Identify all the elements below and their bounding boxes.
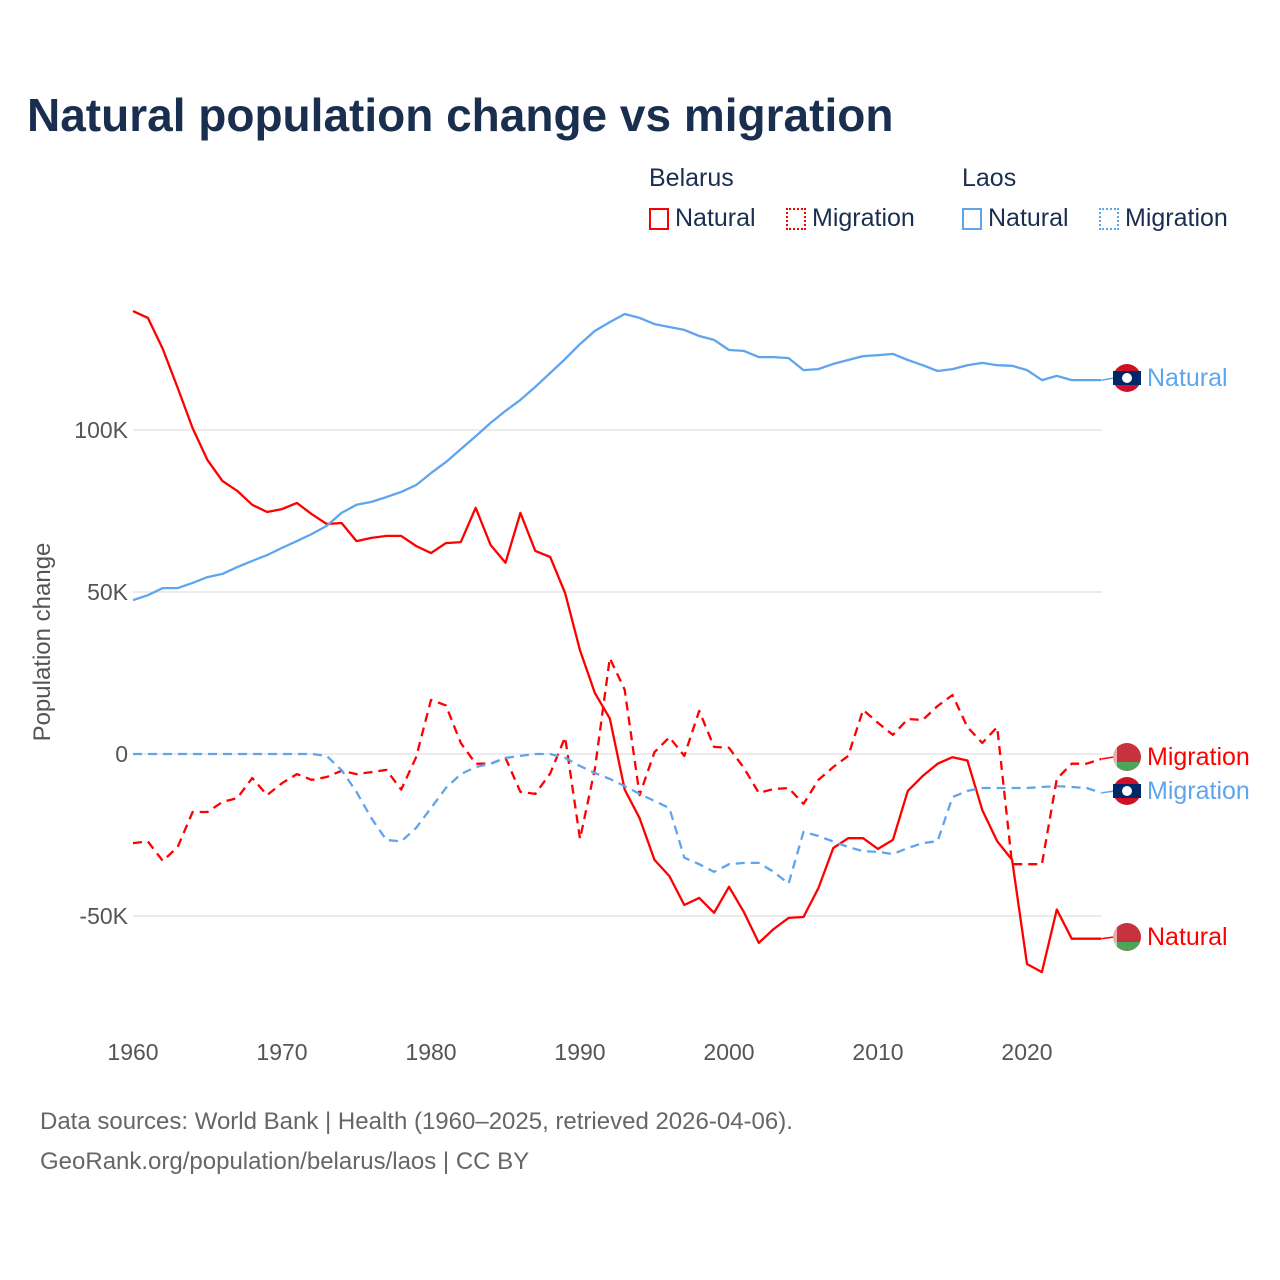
flag-ornament <box>1113 743 1117 771</box>
legend-swatch-dotted <box>786 207 806 230</box>
end-label: Natural <box>1147 923 1228 951</box>
legend-group-belarus: Belarus <box>649 164 734 192</box>
flag-belarus-icon <box>1113 743 1141 771</box>
legend-swatch-dotted <box>1099 207 1119 230</box>
flag-disc <box>1122 786 1132 796</box>
flag-laos-icon <box>1113 777 1141 805</box>
y-tick-label: -50K <box>79 903 128 929</box>
x-tick-label: 1960 <box>107 1039 158 1065</box>
y-tick-label: 100K <box>74 417 128 443</box>
end-label: Migration <box>1147 777 1250 805</box>
flag-laos-icon <box>1113 364 1141 392</box>
flag-belarus-icon <box>1113 923 1141 951</box>
legend-belarus-natural[interactable]: Natural <box>649 204 756 233</box>
x-tick-label: 2000 <box>703 1039 754 1065</box>
series-line-laos-natural <box>132 312 1102 602</box>
x-tick-label: 2010 <box>852 1039 903 1065</box>
y-tick-label: 50K <box>87 579 129 605</box>
series-line-belarus-natural <box>132 310 1102 974</box>
legend-label: Natural <box>988 204 1069 232</box>
end-label-connector <box>1101 790 1115 794</box>
source-url[interactable]: GeoRank.org/population/belarus/laos | CC… <box>40 1148 530 1175</box>
legend-laos-migration[interactable]: Migration <box>1099 204 1228 233</box>
legend-label: Migration <box>812 204 915 232</box>
end-label-connector <box>1101 936 1115 940</box>
end-label-connector <box>1101 756 1115 760</box>
flag-band <box>1114 942 1140 951</box>
legend-laos-natural[interactable]: Natural <box>962 204 1069 233</box>
end-label: Migration <box>1147 743 1250 771</box>
x-tick-label: 1990 <box>554 1039 605 1065</box>
series-line-laos-migration <box>133 752 1102 885</box>
x-tick-label: 1980 <box>405 1039 456 1065</box>
series-line-belarus-migration <box>132 656 1102 866</box>
legend-label: Natural <box>675 204 756 232</box>
legend-group-laos: Laos <box>962 164 1017 192</box>
legend-swatch-solid <box>962 207 982 230</box>
y-tick-label: 0 <box>115 741 128 767</box>
legend-swatch-solid <box>649 207 669 230</box>
source-text: Data sources: World Bank | Health (1960–… <box>40 1108 793 1135</box>
x-tick-label: 2020 <box>1001 1039 1052 1065</box>
legend-belarus-migration[interactable]: Migration <box>786 204 915 233</box>
end-label: Natural <box>1147 364 1228 392</box>
x-tick-label: 1970 <box>256 1039 307 1065</box>
end-label-connector <box>1101 377 1115 381</box>
flag-band <box>1114 762 1140 771</box>
flag-disc <box>1122 373 1132 383</box>
y-axis-label: Population change <box>29 543 56 742</box>
chart-title: Natural population change vs migration <box>27 89 894 141</box>
legend-label: Migration <box>1125 204 1228 232</box>
flag-ornament <box>1113 923 1117 951</box>
